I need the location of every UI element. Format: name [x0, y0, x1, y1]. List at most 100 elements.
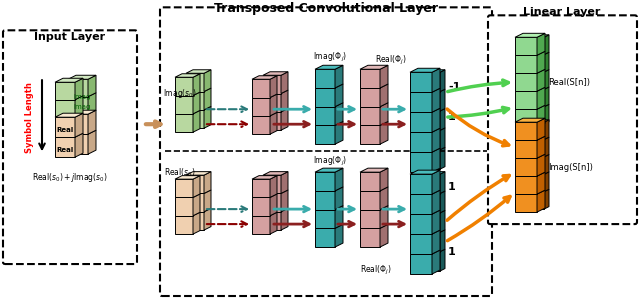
Polygon shape	[537, 87, 545, 109]
Polygon shape	[515, 140, 537, 158]
Polygon shape	[55, 117, 75, 137]
Polygon shape	[175, 216, 193, 234]
Polygon shape	[432, 68, 440, 92]
Text: $\mathrm{Real}(\Phi_j)$: $\mathrm{Real}(\Phi_j)$	[375, 54, 407, 67]
Polygon shape	[432, 92, 440, 111]
Polygon shape	[360, 168, 388, 172]
Polygon shape	[515, 194, 537, 212]
Polygon shape	[315, 191, 335, 210]
Polygon shape	[193, 176, 200, 198]
Polygon shape	[186, 212, 204, 230]
Polygon shape	[515, 91, 537, 109]
Polygon shape	[335, 103, 343, 125]
Polygon shape	[315, 125, 335, 144]
Polygon shape	[270, 94, 277, 116]
Polygon shape	[263, 194, 281, 212]
Polygon shape	[252, 98, 270, 116]
Polygon shape	[432, 111, 440, 130]
Polygon shape	[432, 174, 440, 194]
Polygon shape	[75, 133, 83, 157]
Polygon shape	[315, 172, 335, 191]
Polygon shape	[380, 65, 388, 88]
Polygon shape	[55, 78, 83, 82]
Text: Imag: Imag	[74, 94, 91, 100]
Text: Real: Real	[56, 127, 74, 133]
Text: Input Layer: Input Layer	[35, 32, 106, 42]
Polygon shape	[380, 224, 388, 247]
Polygon shape	[440, 249, 445, 271]
Polygon shape	[281, 172, 288, 194]
Polygon shape	[360, 69, 380, 88]
Polygon shape	[410, 254, 432, 274]
Text: Real(S[n]): Real(S[n])	[548, 78, 590, 87]
Polygon shape	[440, 230, 445, 252]
Polygon shape	[263, 75, 281, 94]
Polygon shape	[544, 172, 549, 192]
Polygon shape	[335, 187, 343, 210]
Polygon shape	[515, 37, 537, 55]
Polygon shape	[252, 116, 270, 134]
Text: Imag: Imag	[74, 104, 91, 110]
Polygon shape	[380, 206, 388, 228]
Polygon shape	[315, 210, 335, 228]
Polygon shape	[432, 150, 440, 169]
Polygon shape	[515, 33, 545, 37]
Polygon shape	[270, 194, 277, 216]
Polygon shape	[536, 35, 549, 37]
Polygon shape	[270, 212, 277, 234]
Polygon shape	[263, 94, 281, 112]
Polygon shape	[536, 140, 544, 157]
Polygon shape	[68, 79, 88, 97]
Polygon shape	[263, 212, 281, 230]
Polygon shape	[204, 172, 211, 194]
Polygon shape	[536, 107, 544, 124]
Text: Linear Layer: Linear Layer	[524, 7, 601, 17]
Polygon shape	[193, 212, 200, 234]
Polygon shape	[270, 76, 277, 98]
Polygon shape	[68, 110, 96, 114]
Polygon shape	[360, 125, 380, 144]
Polygon shape	[335, 84, 343, 107]
Polygon shape	[68, 134, 88, 154]
Polygon shape	[544, 137, 549, 157]
Polygon shape	[75, 78, 83, 100]
Polygon shape	[193, 194, 200, 216]
Polygon shape	[315, 228, 335, 247]
Polygon shape	[432, 88, 440, 112]
Text: $\mathrm{Imag}(\Phi_j)$: $\mathrm{Imag}(\Phi_j)$	[313, 155, 347, 168]
Polygon shape	[88, 130, 96, 154]
Text: Imag(S[n]): Imag(S[n])	[548, 163, 593, 172]
Text: Transposed Convolutional Layer: Transposed Convolutional Layer	[214, 2, 438, 15]
Polygon shape	[360, 228, 380, 247]
Polygon shape	[410, 92, 432, 112]
Polygon shape	[75, 113, 83, 137]
Polygon shape	[380, 121, 388, 144]
Polygon shape	[360, 88, 380, 107]
Polygon shape	[75, 96, 83, 117]
Polygon shape	[536, 55, 544, 72]
Polygon shape	[432, 230, 440, 254]
Polygon shape	[88, 75, 96, 97]
Polygon shape	[537, 51, 545, 73]
Polygon shape	[432, 232, 440, 252]
Polygon shape	[440, 108, 445, 130]
Polygon shape	[263, 112, 281, 130]
Polygon shape	[263, 175, 281, 194]
Polygon shape	[432, 213, 440, 232]
Polygon shape	[536, 192, 544, 209]
Polygon shape	[537, 69, 545, 91]
Polygon shape	[175, 198, 193, 216]
Polygon shape	[537, 105, 545, 127]
Polygon shape	[432, 148, 440, 172]
Polygon shape	[380, 168, 388, 191]
Polygon shape	[335, 206, 343, 228]
Polygon shape	[360, 65, 388, 69]
Polygon shape	[204, 70, 211, 92]
Polygon shape	[440, 70, 445, 92]
Polygon shape	[432, 130, 440, 150]
Polygon shape	[537, 118, 545, 140]
Polygon shape	[536, 37, 544, 55]
Polygon shape	[410, 152, 432, 172]
Polygon shape	[410, 174, 432, 194]
Polygon shape	[270, 176, 277, 198]
